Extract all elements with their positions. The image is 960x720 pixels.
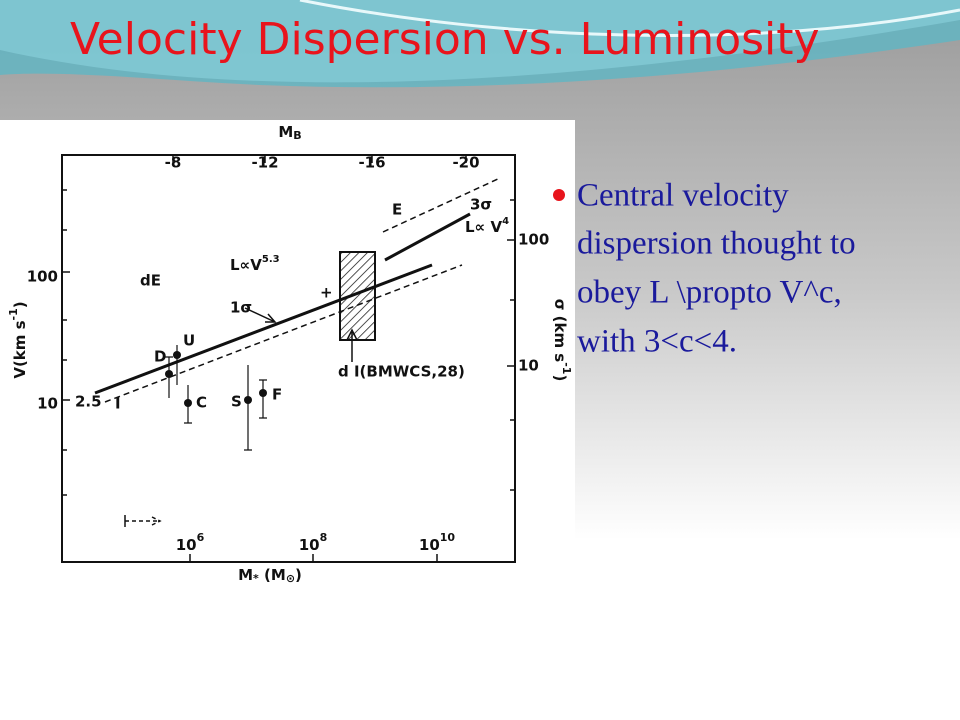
annotation: I [115,395,121,413]
right-axis-label: σ (km s-1) [552,299,574,382]
annotation: dE [140,272,161,290]
bullet-line: dispersion thought to [577,226,856,262]
figure: MB -8 -12 -16 -20 100 10 100 10 V(km s-1… [0,120,575,585]
arrow [125,516,162,526]
bullet-dot [553,189,565,201]
label: L∝V [230,256,262,274]
label: 10 [419,536,440,554]
label: 5.3 [262,254,280,265]
label: ) [295,566,302,584]
tick-marks [62,155,515,562]
annotation: 2.5 [75,393,102,411]
label: 10 [440,531,456,544]
right-tick: 100 [518,231,549,249]
annotation: E [392,201,402,219]
annotation: 1σ [230,299,252,317]
annotation: L∝V5.3 [230,254,280,274]
label: M [278,123,293,141]
point-label: F [272,386,282,404]
arrow [244,307,277,323]
arrow [346,328,358,362]
bottom-tick: 1010 [419,531,456,554]
top-axis-label: MB [278,123,301,143]
points [165,351,267,407]
label: -1 [7,308,20,320]
swoosh-line [299,0,960,37]
point-label: U [183,332,195,350]
label: 10 [176,536,197,554]
label: ) [552,374,570,381]
bottom-tick: 108 [299,531,328,554]
label: ) [11,301,29,308]
bottom-tick: 106 [176,531,205,554]
bullet-line: obey L \propto V^c, [577,275,842,311]
label: ⊙ [286,572,295,585]
dashed-line [104,264,463,403]
label: 4 [502,216,509,227]
bullet-text: Central velocity dispersion thought to o… [577,178,856,360]
point-label: C [196,394,207,412]
label: L∝ V [465,218,502,236]
label: * [253,572,259,585]
annotation: d I(BMWCS,28) [338,363,465,381]
label: 8 [320,531,328,544]
label: 6 [197,531,205,544]
left-axis-label: V(km s-1) [7,301,29,378]
bottom-axis-label: M* (M⊙) [238,566,302,586]
label: V(km s [11,320,29,378]
point-label: D [154,348,166,366]
dashed-line [382,177,501,233]
point-label: S [231,393,242,411]
di-box [339,251,376,341]
swoosh [0,0,960,83]
label: 10 [299,536,320,554]
label: -1 [560,362,573,374]
label: (M [259,566,286,584]
label: σ (km s [552,299,570,363]
label: M [238,566,253,584]
annotation: L∝ V4 [465,216,509,236]
bullet-line: Central velocity [577,178,789,214]
left-tick: 100 [27,268,58,286]
figure-bg [0,120,575,585]
e-line [384,212,471,262]
left-tick: 10 [37,395,58,413]
title: Velocity Dispersion vs. Luminosity [70,14,820,65]
label: B [293,129,301,142]
right-tick: 10 [518,357,539,375]
bullet-line: with 3<c<4. [577,324,737,360]
plot-frame [61,154,516,563]
annotation: + [320,284,333,302]
annotation: 3σ [470,196,492,214]
